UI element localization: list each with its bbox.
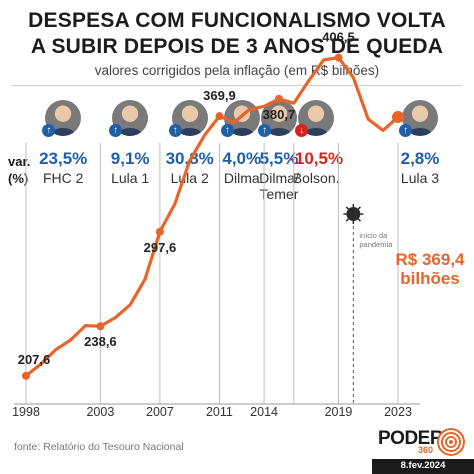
final-value-unit: bilhões bbox=[400, 269, 460, 288]
x-tick-label: 2019 bbox=[325, 405, 353, 419]
period-variation: 23,5% bbox=[39, 149, 88, 168]
data-label: 380,7 bbox=[263, 107, 296, 122]
data-label: 297,6 bbox=[144, 240, 177, 255]
data-label: 369,9 bbox=[203, 88, 236, 103]
brand-logo-text: PODER bbox=[378, 428, 444, 449]
x-tick-label: 2003 bbox=[86, 405, 114, 419]
period-name: Bolson. bbox=[292, 170, 340, 186]
x-tick-label: 2007 bbox=[146, 405, 174, 419]
period-name: FHC 2 bbox=[42, 170, 84, 186]
virus-icon bbox=[346, 207, 361, 221]
arrow-up-icon: ↑ bbox=[399, 124, 412, 137]
period-name: Dilma bbox=[223, 170, 260, 186]
arrow-up-icon: ↑ bbox=[42, 124, 56, 137]
arrow-up-icon: ↑ bbox=[109, 124, 123, 137]
series-line bbox=[24, 55, 400, 378]
pandemic-annotation-text: início da bbox=[359, 231, 388, 240]
x-tick-label: 1998 bbox=[12, 405, 40, 419]
header-divider bbox=[12, 85, 462, 86]
data-point bbox=[274, 94, 283, 103]
period-variation: 4,0% bbox=[222, 149, 262, 168]
period-variation: 2,8% bbox=[400, 149, 440, 168]
period-variation: 9,1% bbox=[110, 149, 150, 168]
period-variation: 5,5% bbox=[259, 149, 299, 168]
period-name: Lula 3 bbox=[400, 170, 440, 186]
arrow-up-icon: ↑ bbox=[220, 124, 234, 137]
chart-title-line1: DESPESA COM FUNCIONALISMO VOLTA bbox=[28, 9, 446, 32]
period-name: Lula 1 bbox=[111, 170, 150, 186]
virus-icon-spike bbox=[357, 218, 361, 222]
brand-logo-number: 360 bbox=[418, 445, 434, 455]
president-photo bbox=[112, 100, 149, 136]
data-point bbox=[334, 53, 343, 62]
period-variation: -10,5% bbox=[289, 149, 344, 168]
data-label: 406,5 bbox=[322, 30, 355, 45]
variation-label: var. (%) bbox=[8, 154, 31, 186]
arrow-up-icon: ↑ bbox=[257, 124, 271, 137]
virus-icon-spike bbox=[345, 206, 349, 210]
publication-date: 8.fev.2024 bbox=[400, 460, 446, 471]
brand-logo-mark bbox=[437, 428, 465, 456]
pandemic-annotation-text: pandemia bbox=[359, 240, 393, 249]
arrow-up-icon: ↑ bbox=[168, 124, 182, 137]
chart-subtitle: valores corrigidos pela inflação (em R$ … bbox=[94, 63, 380, 78]
arrow-down-icon: ↓ bbox=[295, 124, 309, 137]
data-point bbox=[155, 227, 164, 236]
virus-icon-spike bbox=[345, 218, 349, 222]
data-label: 238,6 bbox=[84, 334, 117, 349]
period-name: Dilma/ Temer bbox=[259, 170, 299, 202]
x-tick-label: 2023 bbox=[384, 405, 412, 419]
data-label: 207,6 bbox=[18, 352, 51, 367]
final-value-label: R$ 369,4 bbox=[396, 250, 466, 269]
virus-icon-spike bbox=[357, 206, 361, 210]
data-point bbox=[22, 371, 30, 380]
date-bar bbox=[372, 459, 474, 474]
data-point bbox=[96, 322, 105, 331]
x-tick-label: 2014 bbox=[250, 405, 278, 419]
chart-title-line2: A SUBIR DEPOIS DE 3 ANOS DE QUEDA bbox=[30, 35, 444, 58]
source-note: fonte: Relatório do Tesouro Nacional bbox=[14, 441, 184, 453]
x-tick-label: 2011 bbox=[206, 405, 233, 419]
data-point bbox=[215, 112, 224, 121]
final-data-point bbox=[392, 110, 404, 123]
